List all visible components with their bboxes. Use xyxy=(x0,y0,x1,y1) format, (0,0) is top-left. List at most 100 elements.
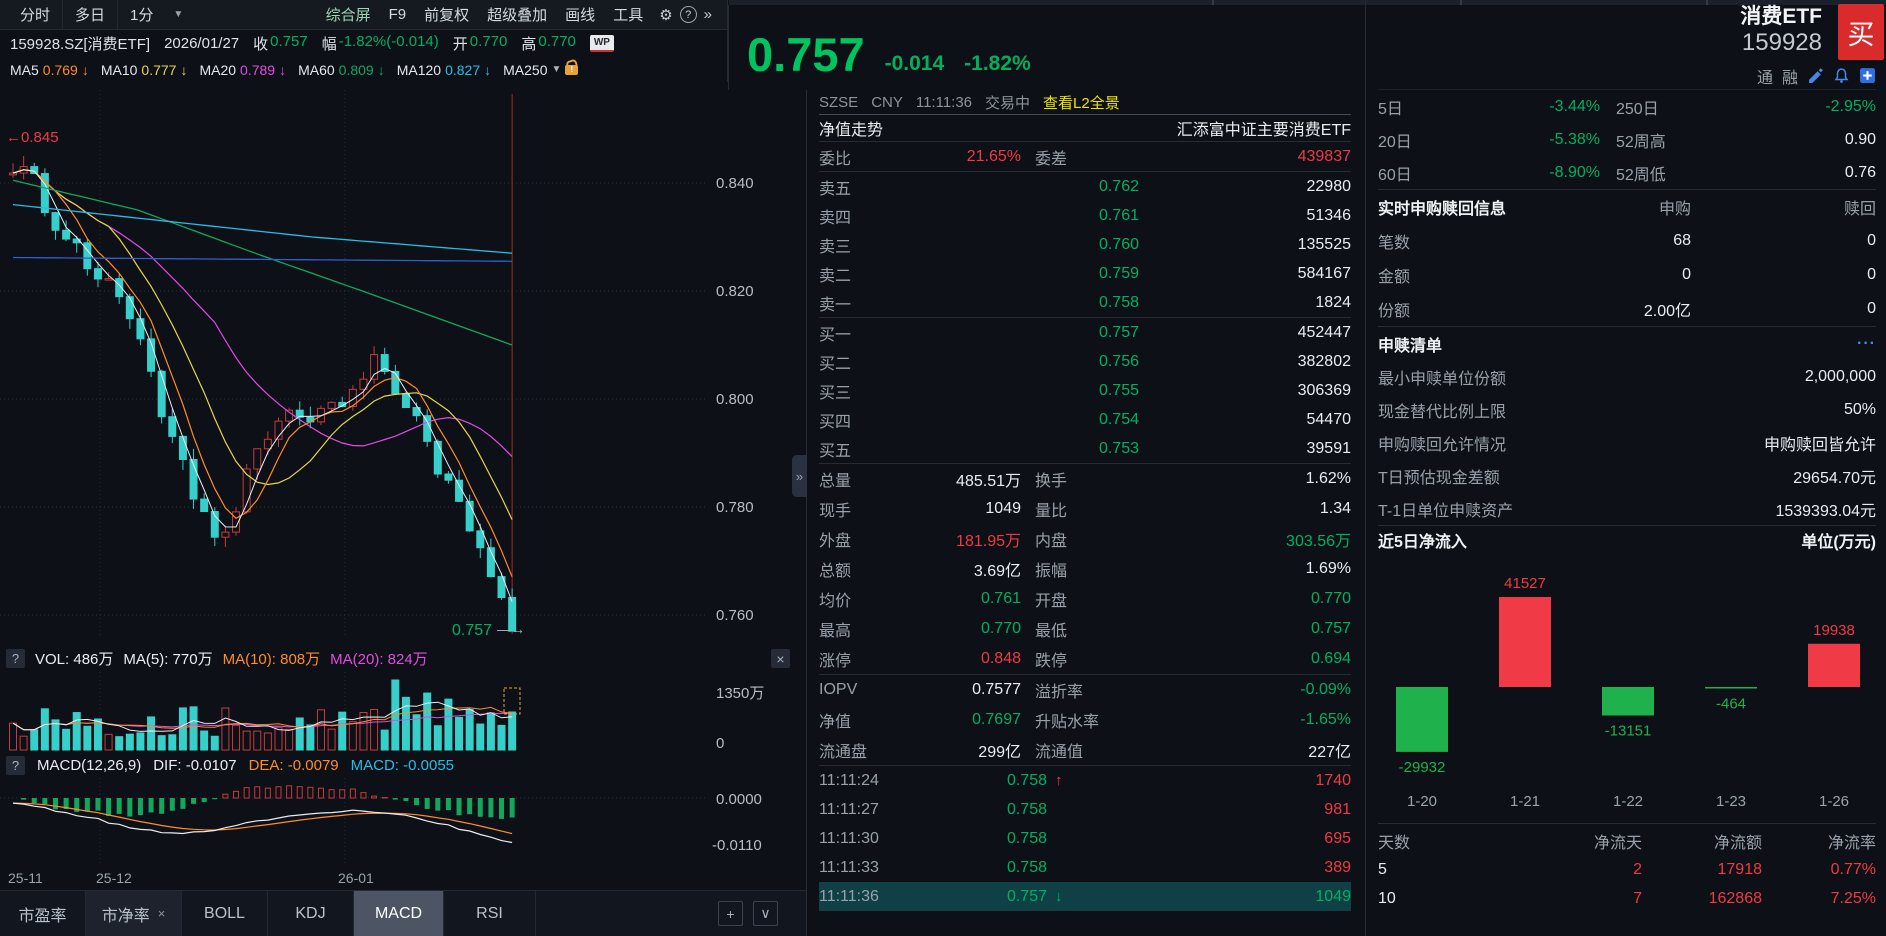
fund-name[interactable]: 汇添富中证主要消费ETF xyxy=(1176,122,1351,139)
wp-monitor-icon[interactable]: WP xyxy=(589,35,614,52)
bid-row[interactable]: 买四 0.754 54470 xyxy=(819,410,1351,431)
svg-text:-0.0110: -0.0110 xyxy=(712,837,762,854)
nav-row: 净值走势 汇添富中证主要消费ETF xyxy=(819,115,1351,142)
tab-boll[interactable]: BOLL xyxy=(182,891,268,936)
menu-tools[interactable]: 工具 xyxy=(613,7,644,24)
bid-row[interactable]: 买二 0.756 382802 xyxy=(819,352,1351,373)
nav-label[interactable]: 净值走势 xyxy=(819,122,884,139)
tab-macd[interactable]: MACD xyxy=(354,891,444,936)
menu-composite-screen[interactable]: 综合屏 xyxy=(325,7,371,24)
help-icon[interactable]: ? xyxy=(6,649,25,668)
tab-kdj[interactable]: KDJ xyxy=(268,891,354,936)
lock-icon[interactable]: ! xyxy=(565,64,579,75)
close-icon[interactable]: × xyxy=(157,906,166,921)
stats-row: 均价 0.761 开盘 0.770 xyxy=(819,590,1351,610)
svg-text:41527: 41527 xyxy=(1504,575,1546,592)
volume-chart[interactable]: 1350万 0 xyxy=(0,672,806,752)
high-value: 0.770 xyxy=(538,33,576,50)
axis-label: 26-01 xyxy=(338,870,374,886)
margin-trading-link[interactable]: 通 xyxy=(1756,69,1773,87)
gear-icon[interactable]: ⚙ xyxy=(659,6,673,24)
quick-actions: 通 融 xyxy=(1378,62,1876,90)
iopv-row: IOPV 0.7577 溢折率 -0.09% xyxy=(819,681,1351,701)
net-inflow-header: 近5日净流入 单位(万元) xyxy=(1378,534,1876,551)
svg-text:0.800: 0.800 xyxy=(716,391,754,408)
indicator-tabbar: 市盈率 市净率 × BOLL KDJ MACD RSI + ∨ xyxy=(0,890,806,936)
panel-expand-button[interactable]: » xyxy=(792,455,807,497)
svg-text:-464: -464 xyxy=(1716,696,1746,713)
open-value: 0.770 xyxy=(469,33,508,50)
menu-f9[interactable]: F9 xyxy=(388,6,407,23)
down-arrow-icon: ↓ xyxy=(279,61,287,78)
tab-pb-ratio[interactable]: 市净率 × xyxy=(86,891,182,936)
ask-row[interactable]: 卖三 0.760 135525 xyxy=(819,235,1351,256)
svg-text:1-22: 1-22 xyxy=(1613,793,1643,810)
stats-row: 外盘 181.95万 内盘 303.56万 xyxy=(819,533,1351,550)
add-watchlist-icon[interactable] xyxy=(1859,67,1876,84)
svg-text:1-26: 1-26 xyxy=(1819,793,1849,810)
weibi-value: 21.65% xyxy=(966,147,1021,165)
market-status: 交易中 xyxy=(985,94,1031,112)
axis-label: 25-11 xyxy=(8,870,43,886)
close-icon[interactable]: × xyxy=(771,649,790,668)
more-icon[interactable]: » xyxy=(703,6,712,23)
net-inflow-chart: -29932 1-20 41527 1-21 -13151 1-22 -464 1-23 199… xyxy=(1396,575,1860,810)
edit-pencil-icon[interactable] xyxy=(1807,67,1824,84)
bid-row[interactable]: 买三 0.755 306369 xyxy=(819,381,1351,402)
ask-row[interactable]: 卖五 0.762 22980 xyxy=(819,177,1351,198)
svg-text:1-23: 1-23 xyxy=(1716,793,1746,810)
ma120-value: 0.827 xyxy=(445,61,481,78)
svg-text:0.840: 0.840 xyxy=(716,175,754,192)
macd-value: MACD: -0.0055 xyxy=(350,756,455,774)
tick-row-current: 11:11:36 0.757 ↓ 1049 xyxy=(819,882,1351,911)
l2-panorama-link[interactable]: 查看L2全景 xyxy=(1043,94,1120,112)
tab-pe-ratio[interactable]: 市盈率 xyxy=(0,891,86,936)
iopv-row: 净值 0.7697 升贴水率 -1.65% xyxy=(819,711,1351,731)
tab-1min[interactable]: 1分 xyxy=(130,7,154,24)
securities-lending-link[interactable]: 融 xyxy=(1781,69,1798,87)
instrument-head: 消费ETF 159928 买 xyxy=(1378,0,1884,62)
svg-text:0.820: 0.820 xyxy=(716,283,754,300)
help-icon[interactable]: ? xyxy=(679,6,697,23)
table-header: 天数 净流天 净流额 净流率 xyxy=(1378,834,1876,852)
help-icon[interactable]: ? xyxy=(6,755,25,775)
chevron-down-icon[interactable]: ▼ xyxy=(551,64,562,75)
ask-row[interactable]: 卖四 0.761 51346 xyxy=(819,206,1351,227)
ask-row[interactable]: 卖一 0.758 1824 xyxy=(819,293,1351,314)
last-price: 0.757 xyxy=(747,27,865,81)
more-options[interactable]: ··· xyxy=(1857,334,1876,352)
kline-chart[interactable]: 0.840 0.820 0.800 0.780 0.760 ←0.845 0.757 —→ xyxy=(0,82,806,645)
menu-super-overlay[interactable]: 超级叠加 xyxy=(487,7,548,24)
svg-text:0.780: 0.780 xyxy=(716,499,754,516)
tab-multiday[interactable]: 多日 xyxy=(63,0,119,30)
tick-row: 11:11:27 0.758 981 xyxy=(819,800,1351,818)
tab-rsi[interactable]: RSI xyxy=(444,891,536,936)
quote-header: 0.757 -0.014 -1.82% xyxy=(728,5,1365,90)
high-label: 高 xyxy=(521,36,537,53)
down-arrow-icon: ↓ xyxy=(81,61,89,78)
svg-text:-29932: -29932 xyxy=(1399,759,1446,776)
macd-chart[interactable]: 0.0000 -0.0110 xyxy=(0,778,806,868)
bell-icon[interactable] xyxy=(1833,67,1850,84)
menu-forward-adjust[interactable]: 前复权 xyxy=(424,7,470,24)
vol-value: VOL: 486万 xyxy=(35,651,114,668)
menu-draw-line[interactable]: 画线 xyxy=(565,7,596,24)
collapse-button[interactable]: ∨ xyxy=(753,901,778,926)
instrument-info-row: 159928.SZ[消费ETF] 2026/01/27 收 0.757 幅 -1.8… xyxy=(0,30,727,57)
add-indicator-button[interactable]: + xyxy=(718,901,743,926)
ma5-label: MA5 xyxy=(10,61,39,78)
bid-row[interactable]: 买五 0.753 39591 xyxy=(819,439,1351,460)
subs-title-row: 实时申购赎回信息 申购 赎回 xyxy=(1378,201,1876,218)
tab-intraday[interactable]: 分时 xyxy=(8,0,64,30)
net-inflow-table: 天数 净流天 净流额 净流率 5 2 17918 0.77% 10 7 162868 7.2… xyxy=(1378,823,1876,913)
buy-button[interactable]: 买 xyxy=(1838,4,1884,60)
info-panel: 消费ETF 159928 买 通 融 5日 -3.44% 250日 -2.95% 20… xyxy=(1365,0,1886,936)
ask-row[interactable]: 卖二 0.759 584167 xyxy=(819,264,1351,285)
bid-row[interactable]: 买一 0.757 452447 xyxy=(819,323,1351,344)
close-label: 收 xyxy=(253,36,269,53)
chevron-down-icon[interactable]: ▼ xyxy=(173,9,184,20)
ma10-label: MA10 xyxy=(100,61,138,78)
stats-row: 最高 0.770 最低 0.757 xyxy=(819,620,1351,640)
bid-book: 买一 0.757 452447 买二 0.756 382802 买三 0.755 30636… xyxy=(819,318,1351,464)
ma60-value: 0.809 xyxy=(338,61,374,78)
